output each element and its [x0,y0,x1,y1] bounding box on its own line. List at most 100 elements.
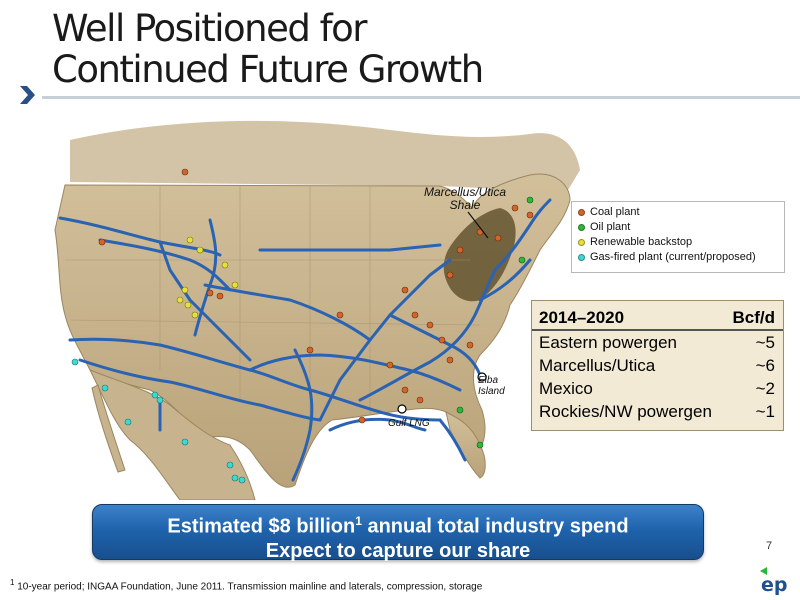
table-header: 2014–2020 Bcf/d [532,304,783,331]
coal-plant [98,238,106,246]
renewable-plant [186,236,194,244]
row-value: ~1 [755,402,775,421]
company-logo: ep [760,567,788,595]
row-label: Marcellus/Utica [539,356,656,375]
banner-line-2: Expect to capture our share [265,539,531,562]
renewable-plant [196,246,204,254]
legend-label: Oil plant [590,221,631,233]
us-landmass [54,173,571,488]
renewable-dot-icon [578,239,585,246]
banner-line-1-main: Estimated $8 billion [167,515,356,538]
header-unit: Bcf/d [732,308,776,327]
coal-plant [411,311,419,319]
coal-plant [511,204,519,212]
coal-plant [466,341,474,349]
gas-plant [151,391,159,399]
banner-line-1: Estimated $8 billion1 annual total indus… [93,509,703,539]
legend-item-gas: Gas-fired plant (current/proposed) [578,250,778,265]
marcellus-utica-shale-region [443,208,516,302]
table-row: Eastern powergen ~5 [532,331,783,354]
renewable-plant [181,286,189,294]
elba-island-terminal [477,372,487,382]
shale-label-line-1: Marcellus/Utica [423,185,507,199]
coal-plant [336,311,344,319]
row-label: Mexico [539,379,593,398]
coal-plant [206,289,214,297]
gas-plant [124,418,132,426]
page-title: Well Positioned for Continued Future Gro… [52,8,572,90]
legend-item-renewable: Renewable backstop [578,235,778,250]
elba-label-line-2: Island [478,386,505,397]
renewable-plant [184,301,192,309]
pipeline-network [58,198,552,482]
oil-plants [456,196,534,449]
spend-banner: Estimated $8 billion1 annual total indus… [92,504,704,562]
table-row: Mexico ~2 [532,377,783,400]
legend-label: Gas-fired plant (current/proposed) [590,251,756,263]
renewable-backstop-plants [176,236,239,319]
renewable-plant [176,296,184,304]
gas-fired-plants [71,358,246,484]
renewable-plant [231,281,239,289]
gas-plant [71,358,79,366]
state-boundaries [65,186,481,430]
oil-plant [476,441,484,449]
oil-plant [456,406,464,414]
coal-plant [446,356,454,364]
us-pipeline-map [54,120,580,500]
coal-plants [98,168,534,424]
page-number: 7 [766,540,773,552]
footnote-text: 10-year period; INGAA Foundation, June 2… [14,581,483,593]
coal-plant [181,168,189,176]
coal-plant [416,396,424,404]
header-period: 2014–2020 [539,308,625,327]
table-row: Marcellus/Utica ~6 [532,354,783,377]
elba-island-label: Elba Island [478,375,505,397]
gas-plant [226,461,234,469]
coal-plant [494,234,502,242]
legend-label: Coal plant [590,206,640,218]
shale-label: Marcellus/Utica Shale [420,186,510,212]
gas-dot-icon [578,254,585,261]
canada-landmass [70,120,580,195]
row-value: ~6 [755,356,775,375]
row-value: ~2 [755,379,775,398]
legend-label: Renewable backstop [590,236,693,248]
gas-plant [181,438,189,446]
map-legend: Coal plant Oil plant Renewable backstop … [571,201,785,273]
shale-label-line-2: Shale [449,198,481,212]
oil-plant [526,196,534,204]
coal-plant [386,361,394,369]
oil-dot-icon [578,224,585,231]
coal-dot-icon [578,209,585,216]
banner-footnote-marker: 1 [355,514,362,528]
coal-plant [401,286,409,294]
gulf-lng-label: Gulf LNG [388,418,430,429]
row-label: Rockies/NW powergen [539,402,712,421]
shale-pointer-arrow [467,211,489,239]
oil-plant [518,256,526,264]
coal-plant [438,336,446,344]
title-line-1: Well Positioned for [52,7,367,50]
coal-plant [216,292,224,300]
coal-plant [456,246,464,254]
logo-text: ep [761,574,788,595]
renewable-plant [221,261,229,269]
gas-plant [231,474,239,482]
row-value: ~5 [755,333,775,352]
chevron-right-icon [20,86,35,104]
coal-plant [426,321,434,329]
coal-plant [526,211,534,219]
coal-plant [446,271,454,279]
coal-plant [358,416,366,424]
coal-plant [306,346,314,354]
table-row: Rockies/NW powergen ~1 [532,400,783,423]
gas-plant [101,384,109,392]
baja-peninsula [91,384,126,473]
title-line-2: Continued Future Growth [52,48,484,91]
row-label: Eastern powergen [539,333,677,352]
gulf-lng-terminal [397,404,407,414]
elba-label-line-1: Elba [478,375,499,386]
gas-plant [238,476,246,484]
footnote-marker: 1 [10,578,15,587]
